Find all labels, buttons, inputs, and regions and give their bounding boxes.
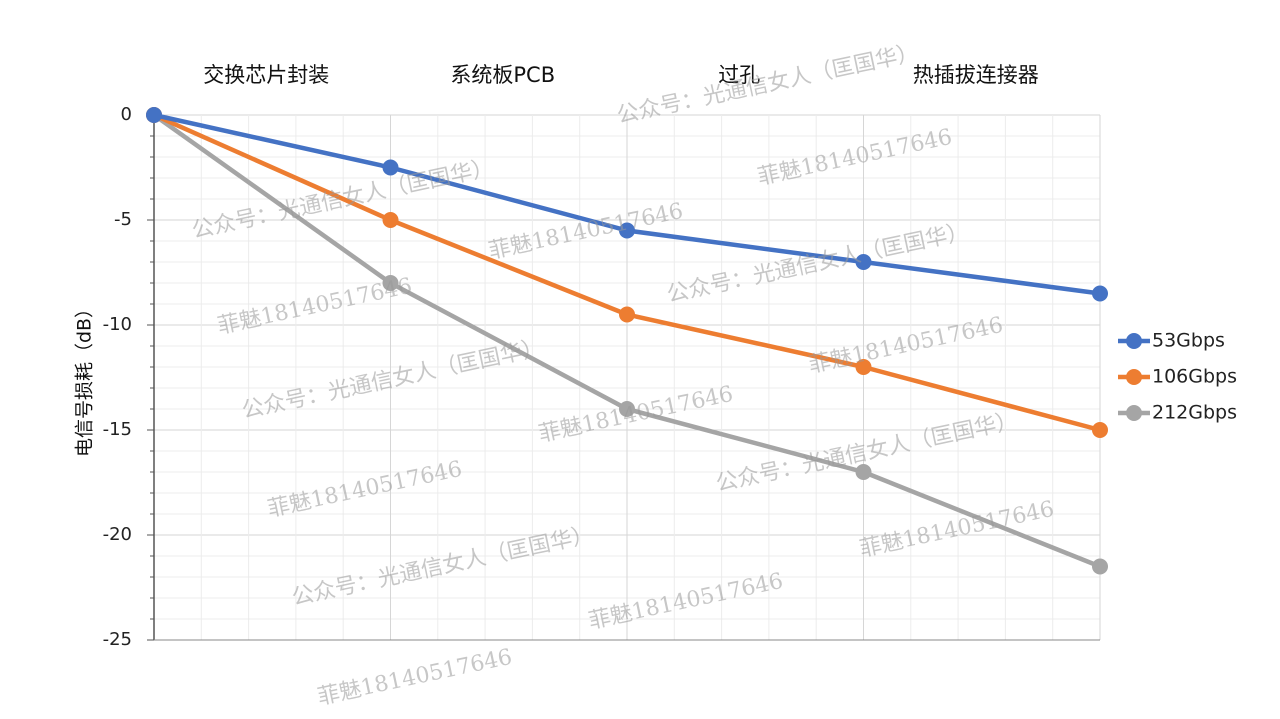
- watermark-text: 菲魅18140517646: [755, 125, 954, 191]
- watermark-text: 公众号：光通信女人（匡国华）: [240, 335, 546, 423]
- y-tick-label: 0: [121, 104, 132, 125]
- gridlines: [153, 114, 1101, 641]
- data-point: [382, 212, 399, 228]
- legend-item: 106Gbps: [1118, 366, 1237, 388]
- data-point: [1092, 422, 1108, 438]
- watermark-text: 菲魅18140517646: [486, 199, 685, 265]
- watermark-text: 公众号：光通信女人（匡国华）: [714, 408, 1020, 496]
- watermark-text: 公众号：光通信女人（匡国华）: [290, 522, 596, 610]
- legend-marker: [1126, 333, 1142, 349]
- watermark-text: 菲魅18140517646: [315, 645, 514, 711]
- data-point: [1092, 558, 1108, 575]
- data-point: [1092, 285, 1108, 302]
- watermark-text: 公众号：光通信女人（匡国华）: [665, 219, 971, 307]
- series-layer: [146, 107, 1108, 575]
- stage-label: 热插拔连接器: [913, 63, 1039, 87]
- y-tick-label: -20: [103, 524, 132, 545]
- watermark-text: 菲魅18140517646: [265, 457, 464, 523]
- stage-label: 过孔: [718, 63, 760, 87]
- watermark-text: 菲魅18140517646: [857, 497, 1056, 563]
- legend-label: 106Gbps: [1152, 366, 1237, 388]
- data-point: [382, 159, 399, 176]
- legend-label: 53Gbps: [1152, 330, 1225, 352]
- legend-marker: [1126, 369, 1142, 385]
- y-tick-label: -10: [103, 314, 132, 335]
- stage-labels: 交换芯片封装 系统板PCB 过孔 热插拔连接器: [203, 63, 1039, 87]
- data-point: [619, 401, 635, 417]
- watermark-text: 菲魅18140517646: [586, 569, 785, 635]
- watermark-text: 菲魅18140517646: [215, 274, 414, 340]
- data-point: [855, 359, 872, 375]
- stage-label: 系统板PCB: [450, 63, 555, 87]
- data-point: [619, 306, 635, 323]
- data-point: [619, 222, 635, 239]
- watermark-layer: 公众号：光通信女人（匡国华）菲魅18140517646公众号：光通信女人（匡国华…: [190, 40, 1057, 710]
- stage-label: 交换芯片封装: [203, 63, 329, 87]
- series-53Gbps: [146, 107, 1108, 302]
- y-axis-label: 电信号损耗（dB）: [74, 299, 96, 457]
- data-point: [855, 464, 872, 480]
- data-point: [146, 107, 162, 123]
- data-point: [855, 254, 872, 270]
- y-tick-label: -25: [103, 629, 132, 650]
- legend-label: 212Gbps: [1152, 402, 1237, 424]
- y-tick-label: -15: [103, 419, 132, 440]
- data-point: [382, 275, 399, 291]
- watermark-text: 菲魅18140517646: [536, 382, 735, 448]
- axes: 0 -5 -10 -15 -20 -25: [103, 104, 1100, 650]
- legend-marker: [1126, 405, 1142, 421]
- legend-item: 53Gbps: [1118, 330, 1225, 352]
- legend: 53Gbps 106Gbps 212Gbps: [1118, 330, 1237, 424]
- legend-item: 212Gbps: [1118, 402, 1237, 424]
- y-tick-label: -5: [114, 209, 132, 230]
